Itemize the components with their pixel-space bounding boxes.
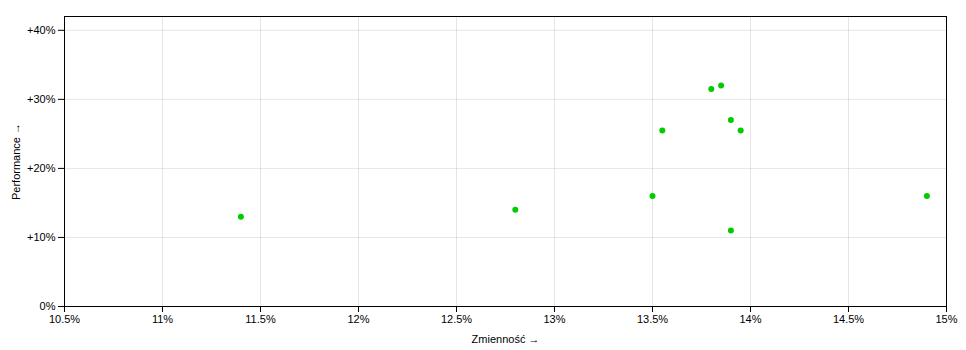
svg-text:11.5%: 11.5%: [245, 313, 276, 325]
svg-text:+10%: +10%: [27, 231, 56, 243]
svg-text:13%: 13%: [543, 313, 565, 325]
svg-text:10.5%: 10.5%: [49, 313, 80, 325]
svg-text:0%: 0%: [40, 300, 56, 312]
svg-text:14.5%: 14.5%: [833, 313, 864, 325]
svg-text:+20%: +20%: [27, 162, 56, 174]
svg-text:+30%: +30%: [27, 93, 56, 105]
svg-text:Performance →: Performance →: [10, 123, 22, 200]
svg-text:14%: 14%: [739, 313, 761, 325]
svg-text:12%: 12%: [347, 313, 369, 325]
svg-text:15%: 15%: [935, 313, 957, 325]
svg-text:+40%: +40%: [27, 24, 56, 36]
svg-text:Zmienność →: Zmienność →: [472, 333, 540, 345]
svg-text:13.5%: 13.5%: [637, 313, 668, 325]
svg-text:11%: 11%: [152, 313, 173, 325]
svg-text:12.5%: 12.5%: [441, 313, 472, 325]
